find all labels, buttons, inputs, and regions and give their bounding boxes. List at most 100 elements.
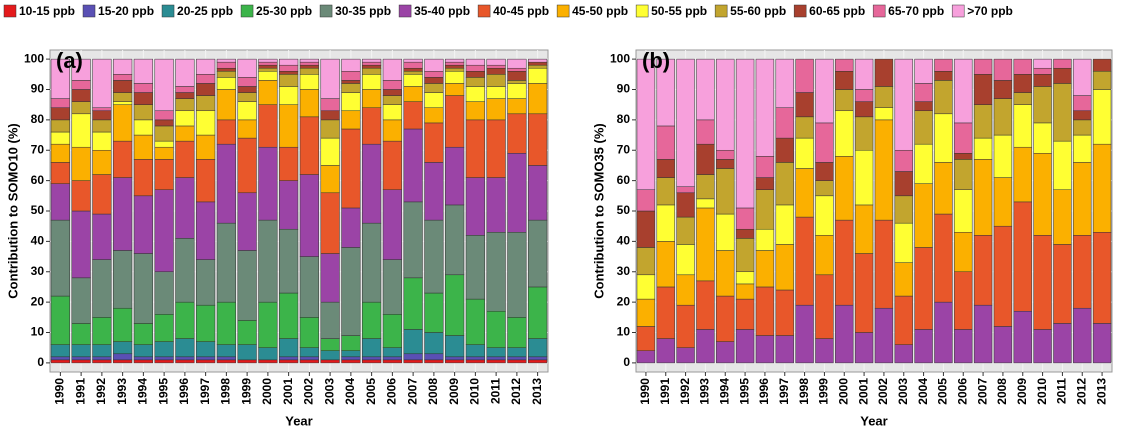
bar-segment bbox=[237, 101, 257, 121]
bar-segment bbox=[993, 98, 1013, 136]
bar-segment bbox=[320, 119, 340, 139]
bar-segment bbox=[973, 74, 993, 105]
bar-segment bbox=[993, 58, 1013, 81]
bar-segment bbox=[382, 259, 402, 315]
x-tick-label: 2010 bbox=[1035, 378, 1049, 405]
bar-segment bbox=[815, 162, 834, 181]
bar-segment bbox=[528, 64, 548, 69]
bar-segment bbox=[636, 274, 656, 300]
bar-segment bbox=[934, 58, 953, 72]
bar-segment bbox=[175, 238, 195, 303]
bar-segment bbox=[154, 271, 174, 315]
bar-segment bbox=[258, 58, 278, 63]
bar-segment bbox=[1053, 58, 1072, 69]
bar-segment bbox=[486, 74, 506, 87]
bar-segment bbox=[50, 131, 70, 145]
bar-segment bbox=[486, 64, 506, 69]
bar-segment bbox=[854, 253, 874, 333]
x-tick-label: 2012 bbox=[1074, 378, 1088, 405]
bar-segment bbox=[465, 235, 485, 300]
bar-segment bbox=[237, 344, 257, 361]
bar-segment bbox=[424, 71, 444, 78]
bar-segment bbox=[237, 92, 257, 102]
bar-segment bbox=[362, 222, 382, 303]
bar-segment bbox=[486, 232, 506, 312]
y-tick-label: 40 bbox=[617, 234, 631, 248]
bar-segment bbox=[71, 180, 91, 212]
bar-segment bbox=[382, 119, 402, 142]
bar-segment bbox=[445, 64, 465, 69]
bar-segment bbox=[445, 204, 465, 276]
bar-segment bbox=[71, 80, 91, 90]
bar-segment bbox=[403, 74, 423, 87]
bar-segment bbox=[299, 67, 319, 75]
legend-swatch bbox=[635, 4, 649, 18]
bar-segment bbox=[445, 83, 465, 96]
bar-segment bbox=[341, 80, 361, 84]
bar-segment bbox=[894, 195, 913, 224]
bar-segment bbox=[92, 119, 112, 133]
x-tick-label: 2006 bbox=[385, 378, 399, 405]
bar-segment bbox=[113, 353, 133, 361]
bar-segment bbox=[854, 58, 874, 90]
x-tick-label: 2001 bbox=[856, 378, 870, 405]
bar-segment bbox=[465, 119, 485, 178]
bar-segment bbox=[424, 332, 444, 355]
x-tick-label: 1994 bbox=[136, 378, 150, 405]
bar-segment bbox=[299, 64, 319, 69]
bar-segment bbox=[795, 58, 814, 93]
bar-segment bbox=[154, 359, 174, 364]
bar-segment bbox=[775, 244, 794, 291]
bar-segment bbox=[445, 58, 465, 63]
bar-segment bbox=[71, 277, 91, 324]
x-tick-label: 2002 bbox=[876, 378, 890, 405]
bar-segment bbox=[676, 347, 695, 364]
bar-segment bbox=[133, 356, 153, 361]
bar-segment bbox=[196, 304, 216, 342]
bar-segment bbox=[914, 247, 933, 330]
x-tick-label: 1996 bbox=[757, 378, 771, 405]
bar-segment bbox=[216, 58, 236, 63]
bar-segment bbox=[362, 61, 382, 66]
bar-segment bbox=[696, 329, 715, 364]
x-tick-label: 2009 bbox=[1015, 378, 1029, 405]
bar-segment bbox=[795, 304, 814, 364]
bar-segment bbox=[874, 86, 894, 108]
bar-segment bbox=[279, 180, 299, 230]
bar-segment bbox=[465, 356, 485, 361]
bar-segment bbox=[71, 356, 91, 361]
x-tick-label: 1990 bbox=[53, 378, 67, 405]
bar-segment bbox=[258, 104, 278, 148]
bar-segment bbox=[92, 174, 112, 215]
bar-segment bbox=[50, 98, 70, 108]
x-tick-label: 2004 bbox=[343, 378, 357, 405]
bar-segment bbox=[113, 58, 133, 75]
bar-segment bbox=[854, 101, 874, 118]
bar-segment bbox=[133, 359, 153, 364]
bar-segment bbox=[835, 219, 854, 306]
bar-segment bbox=[50, 183, 70, 221]
bar-segment bbox=[445, 146, 465, 206]
bar-segment bbox=[237, 137, 257, 194]
bar-segment bbox=[258, 64, 278, 69]
bar-segment bbox=[656, 338, 675, 364]
bar-segment bbox=[113, 80, 133, 93]
bar-segment bbox=[914, 143, 933, 184]
bar-segment bbox=[993, 134, 1013, 178]
bar-segment bbox=[854, 204, 874, 254]
bar-segment bbox=[133, 92, 153, 105]
bar-segment bbox=[216, 359, 236, 364]
bar-segment bbox=[1092, 58, 1112, 72]
bar-segment bbox=[696, 174, 715, 200]
legend-label: 35-40 ppb bbox=[414, 4, 470, 18]
bar-segment bbox=[424, 83, 444, 93]
bar-segment bbox=[299, 256, 319, 318]
x-tick-label: 2004 bbox=[916, 378, 930, 405]
x-tick-label: 2012 bbox=[509, 378, 523, 405]
bar-segment bbox=[382, 314, 402, 348]
bar-segment bbox=[486, 177, 506, 233]
y-tick-label: 80 bbox=[31, 112, 45, 126]
bar-segment bbox=[973, 137, 993, 160]
bar-segment bbox=[445, 67, 465, 72]
bar-segment bbox=[755, 228, 775, 251]
